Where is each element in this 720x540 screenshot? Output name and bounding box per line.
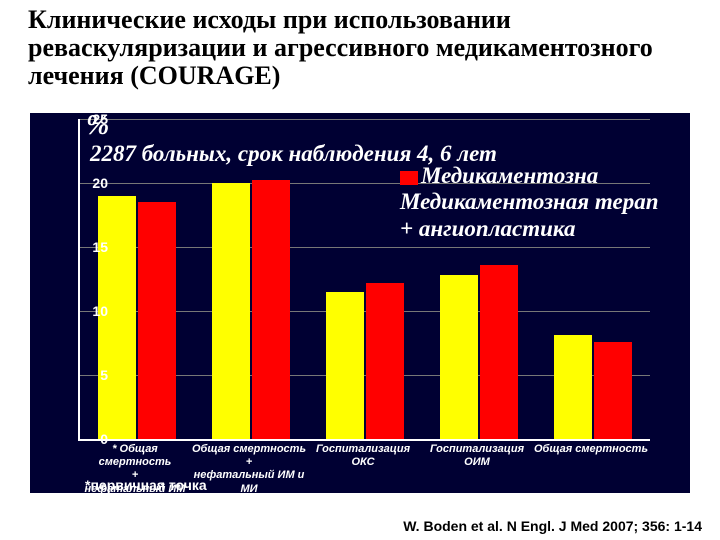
ytick-label: 25 xyxy=(78,111,108,127)
legend-row-3: + ангиопластика xyxy=(400,216,659,242)
bar xyxy=(212,183,250,439)
bar xyxy=(440,275,478,439)
legend-row-2: Медикаментозная терап xyxy=(400,189,659,215)
x-axis-label: * Общая смертность+нефатальный ИМ xyxy=(78,443,192,496)
chart-area: % 2287 больных, срок наблюдения 4, 6 лет… xyxy=(30,113,690,493)
legend-label-3: + ангиопластика xyxy=(400,216,575,241)
slide-title: Клинические исходы при использовании рев… xyxy=(28,6,700,90)
x-axis-label: Общая смертность+нефатальный ИМ и МИ xyxy=(192,443,306,496)
legend-row-1: Медикаментозна xyxy=(400,163,659,189)
ytick-label: 10 xyxy=(78,303,108,319)
bar xyxy=(554,335,592,439)
legend-label-2: Медикаментозная терап xyxy=(400,189,659,214)
bar xyxy=(480,265,518,439)
x-axis-label: ГоспитализацияОКС xyxy=(306,443,420,469)
bar xyxy=(138,202,176,439)
bar xyxy=(366,283,404,439)
ytick-label: 5 xyxy=(78,367,108,383)
bar xyxy=(326,292,364,439)
x-axis-label: ГоспитализацияОИМ xyxy=(420,443,534,469)
bar xyxy=(252,180,290,439)
bar xyxy=(594,342,632,439)
x-axis-label: Общая смертность xyxy=(534,443,648,456)
ytick-label: 15 xyxy=(78,239,108,255)
citation: W. Boden et al. N Engl. J Med 2007; 356:… xyxy=(403,518,702,534)
slide: Клинические исходы при использовании рев… xyxy=(0,0,720,540)
legend-label-1: Медикаментозна xyxy=(421,163,598,188)
legend: Медикаментозна Медикаментозная терап + а… xyxy=(400,163,659,242)
gridline xyxy=(80,119,650,120)
ytick-label: 20 xyxy=(78,175,108,191)
legend-swatch-red xyxy=(400,171,418,185)
